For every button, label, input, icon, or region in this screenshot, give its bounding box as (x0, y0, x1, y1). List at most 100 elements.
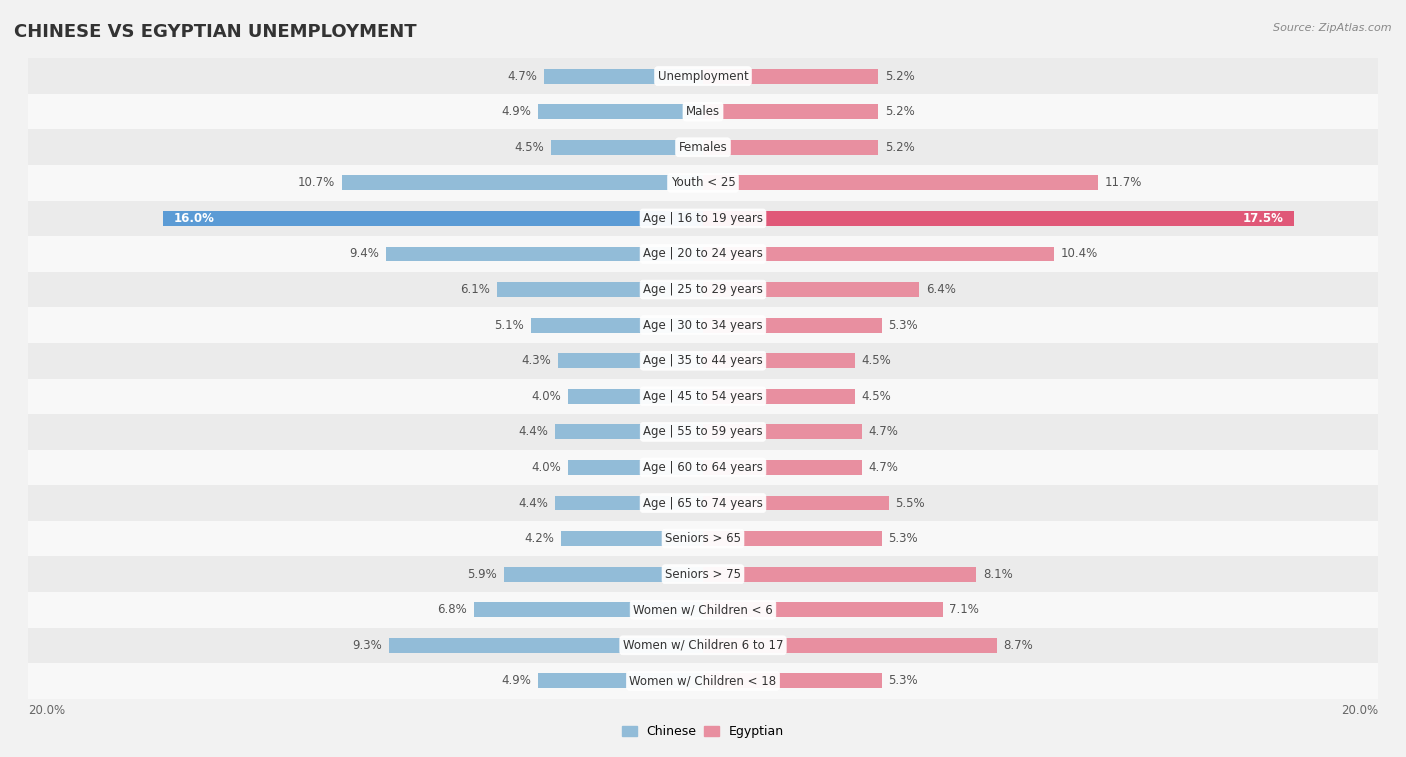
Bar (551, 140, 703, 154)
Bar (342, 176, 703, 190)
Bar (703, 603, 942, 617)
Text: 4.7%: 4.7% (869, 425, 898, 438)
Bar (28, 236, 1378, 272)
Text: 4.5%: 4.5% (862, 354, 891, 367)
Bar (28, 94, 1378, 129)
Bar (28, 272, 1378, 307)
Bar (498, 282, 703, 297)
Text: 4.9%: 4.9% (501, 105, 531, 118)
Bar (537, 674, 703, 688)
Bar (537, 104, 703, 119)
Text: Males: Males (686, 105, 720, 118)
Text: CHINESE VS EGYPTIAN UNEMPLOYMENT: CHINESE VS EGYPTIAN UNEMPLOYMENT (14, 23, 416, 41)
Text: Age | 25 to 29 years: Age | 25 to 29 years (643, 283, 763, 296)
Text: 11.7%: 11.7% (1105, 176, 1142, 189)
Bar (28, 378, 1378, 414)
Bar (703, 69, 879, 83)
Bar (703, 211, 1294, 226)
Text: Seniors > 75: Seniors > 75 (665, 568, 741, 581)
Bar (28, 592, 1378, 628)
Bar (703, 567, 976, 581)
Bar (703, 354, 855, 368)
Text: 10.7%: 10.7% (298, 176, 335, 189)
Bar (28, 556, 1378, 592)
Bar (163, 211, 703, 226)
Text: 9.3%: 9.3% (353, 639, 382, 652)
Text: 4.7%: 4.7% (508, 70, 537, 83)
Bar (503, 567, 703, 581)
Bar (703, 176, 1098, 190)
Text: 20.0%: 20.0% (1341, 704, 1378, 717)
Text: 5.2%: 5.2% (886, 141, 915, 154)
Text: Age | 60 to 64 years: Age | 60 to 64 years (643, 461, 763, 474)
Text: 5.9%: 5.9% (467, 568, 498, 581)
Text: 5.3%: 5.3% (889, 319, 918, 332)
Bar (531, 318, 703, 332)
Text: Age | 65 to 74 years: Age | 65 to 74 years (643, 497, 763, 509)
Bar (28, 307, 1378, 343)
Text: Age | 30 to 34 years: Age | 30 to 34 years (643, 319, 763, 332)
Text: 7.1%: 7.1% (949, 603, 979, 616)
Bar (474, 603, 703, 617)
Text: Women w/ Children < 18: Women w/ Children < 18 (630, 674, 776, 687)
Text: Youth < 25: Youth < 25 (671, 176, 735, 189)
Bar (568, 460, 703, 475)
Text: 16.0%: 16.0% (173, 212, 214, 225)
Bar (28, 521, 1378, 556)
Bar (28, 450, 1378, 485)
Text: 5.5%: 5.5% (896, 497, 925, 509)
Bar (703, 531, 882, 546)
Text: 5.1%: 5.1% (495, 319, 524, 332)
Bar (703, 425, 862, 439)
Text: Females: Females (679, 141, 727, 154)
Text: 4.5%: 4.5% (515, 141, 544, 154)
Text: Age | 20 to 24 years: Age | 20 to 24 years (643, 248, 763, 260)
Bar (28, 485, 1378, 521)
Text: 4.4%: 4.4% (517, 425, 548, 438)
Text: 6.1%: 6.1% (461, 283, 491, 296)
Text: 4.7%: 4.7% (869, 461, 898, 474)
Bar (28, 414, 1378, 450)
Bar (703, 247, 1054, 261)
Text: 4.0%: 4.0% (531, 390, 561, 403)
Text: 4.9%: 4.9% (501, 674, 531, 687)
Bar (28, 58, 1378, 94)
Bar (554, 496, 703, 510)
Text: 17.5%: 17.5% (1243, 212, 1284, 225)
Text: 4.4%: 4.4% (517, 497, 548, 509)
Bar (703, 282, 920, 297)
Text: Age | 55 to 59 years: Age | 55 to 59 years (643, 425, 763, 438)
Text: Seniors > 65: Seniors > 65 (665, 532, 741, 545)
Bar (558, 354, 703, 368)
Text: Age | 35 to 44 years: Age | 35 to 44 years (643, 354, 763, 367)
Bar (561, 531, 703, 546)
Text: 8.1%: 8.1% (983, 568, 1012, 581)
Bar (568, 389, 703, 403)
Bar (703, 389, 855, 403)
Bar (544, 69, 703, 83)
Text: 4.5%: 4.5% (862, 390, 891, 403)
Text: 10.4%: 10.4% (1060, 248, 1098, 260)
Bar (385, 247, 703, 261)
Bar (703, 104, 879, 119)
Bar (554, 425, 703, 439)
Text: 20.0%: 20.0% (28, 704, 65, 717)
Text: Source: ZipAtlas.com: Source: ZipAtlas.com (1274, 23, 1392, 33)
Bar (703, 140, 879, 154)
Text: 5.3%: 5.3% (889, 532, 918, 545)
Bar (28, 663, 1378, 699)
Text: 5.2%: 5.2% (886, 70, 915, 83)
Bar (28, 628, 1378, 663)
Bar (703, 638, 997, 653)
Bar (703, 318, 882, 332)
Bar (389, 638, 703, 653)
Text: Women w/ Children 6 to 17: Women w/ Children 6 to 17 (623, 639, 783, 652)
Text: Unemployment: Unemployment (658, 70, 748, 83)
Bar (28, 201, 1378, 236)
Bar (703, 496, 889, 510)
Bar (703, 674, 882, 688)
Text: 8.7%: 8.7% (1004, 639, 1033, 652)
Text: Women w/ Children < 6: Women w/ Children < 6 (633, 603, 773, 616)
Text: 5.3%: 5.3% (889, 674, 918, 687)
Text: 4.0%: 4.0% (531, 461, 561, 474)
